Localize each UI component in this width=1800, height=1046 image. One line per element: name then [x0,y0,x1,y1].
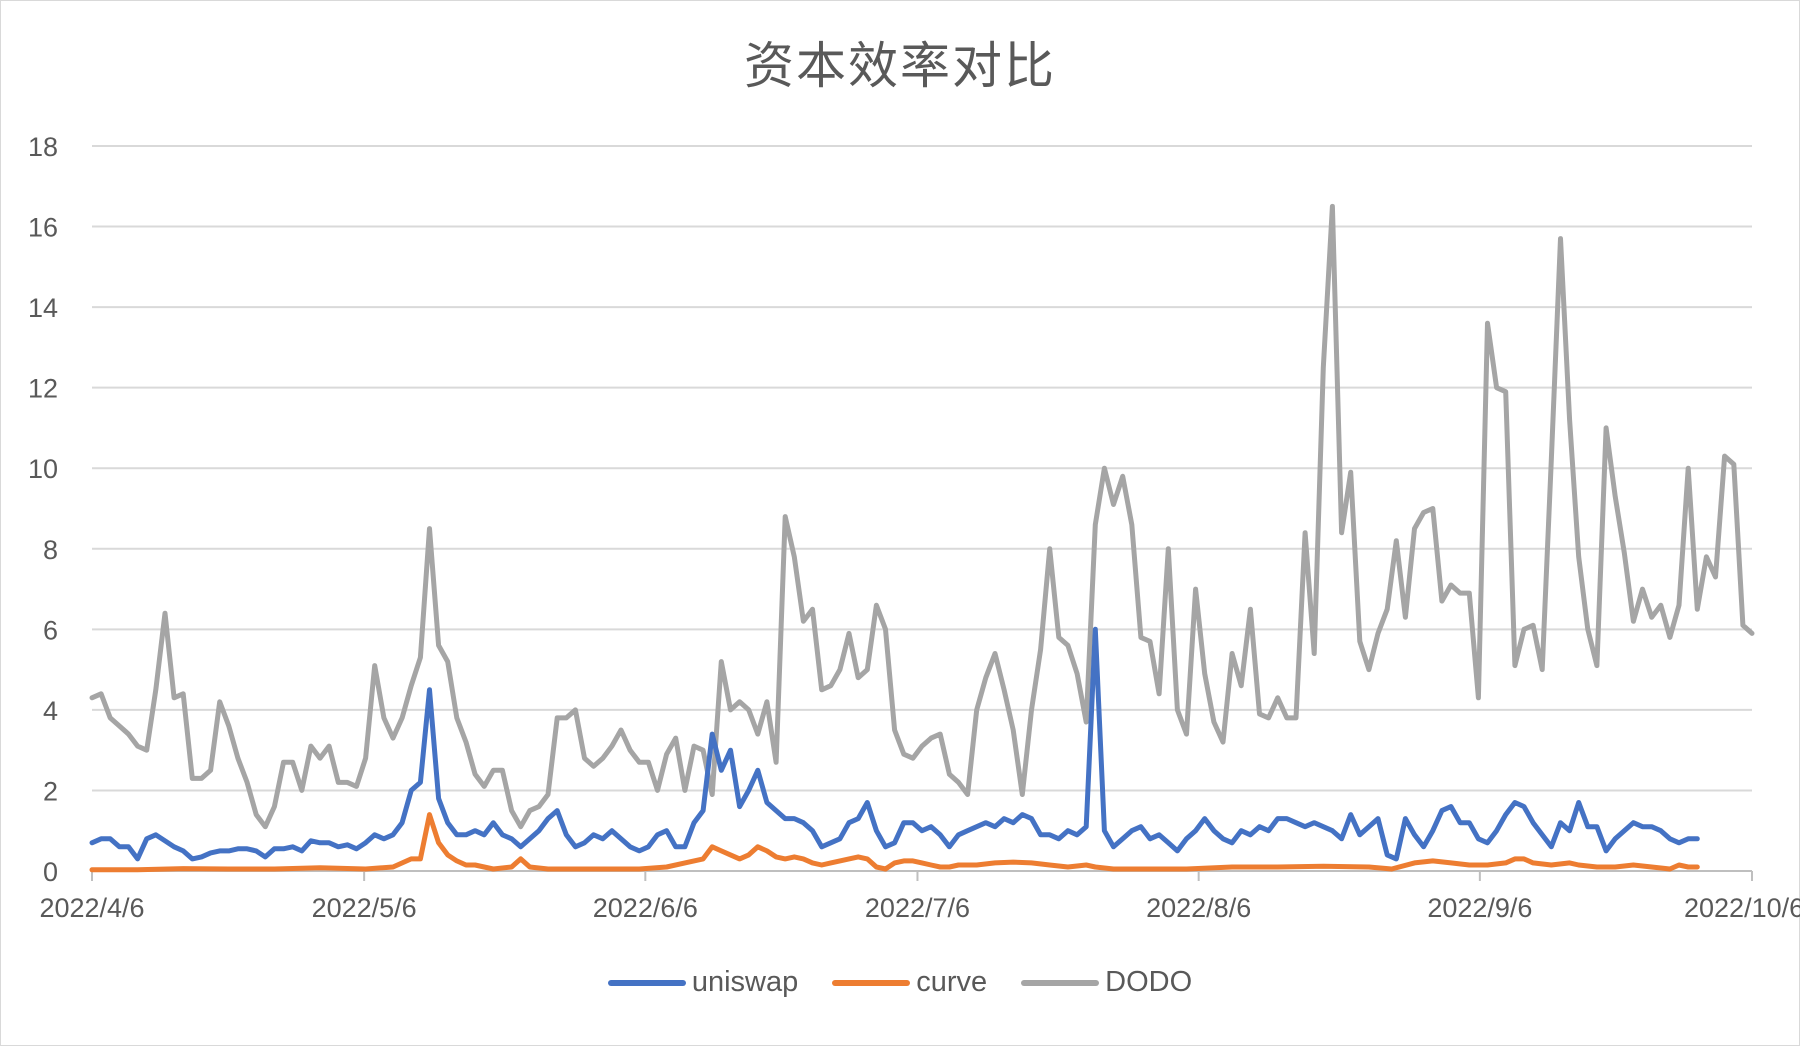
y-tick-label: 10 [28,454,58,484]
x-tick-label: 2022/9/6 [1427,893,1532,923]
uniswap-line [89,626,1700,862]
legend-label-curve: curve [916,966,988,998]
x-tick-label: 2022/7/6 [865,893,970,923]
dodo-line [89,203,1755,830]
y-tick-label: 6 [43,615,58,645]
legend-entry-curve: curve [832,966,987,999]
y-tick-label: 16 [28,213,58,243]
y-tick-label: 8 [43,535,58,565]
legend-swatch-curve [832,979,911,986]
legend-entry-uniswap: uniswap [607,966,799,999]
legend-entry-dodo: DODO [1021,966,1192,999]
legend-swatch-uniswap [607,979,686,986]
x-tick-label: 2022/5/6 [312,893,417,923]
y-tick-label: 0 [43,857,58,887]
legend-swatch-dodo [1021,979,1100,986]
y-tick-label: 12 [28,374,58,404]
x-tick-label: 2022/4/6 [39,893,144,923]
x-tick-label: 2022/6/6 [593,893,698,923]
x-tick-label: 2022/8/6 [1146,893,1251,923]
legend-label-uniswap: uniswap [691,966,799,998]
y-tick-label: 4 [43,696,58,726]
y-tick-label: 2 [43,776,58,806]
chart-title: 资本效率对比 [744,37,1056,95]
chart-legend: uniswap curve DODO [0,966,1800,999]
x-tick-label: 2022/10/6 [1684,893,1800,923]
legend-label-dodo: DODO [1105,966,1193,998]
y-tick-label: 18 [28,132,58,162]
curve-line [89,812,1700,873]
y-tick-label: 14 [28,293,58,323]
